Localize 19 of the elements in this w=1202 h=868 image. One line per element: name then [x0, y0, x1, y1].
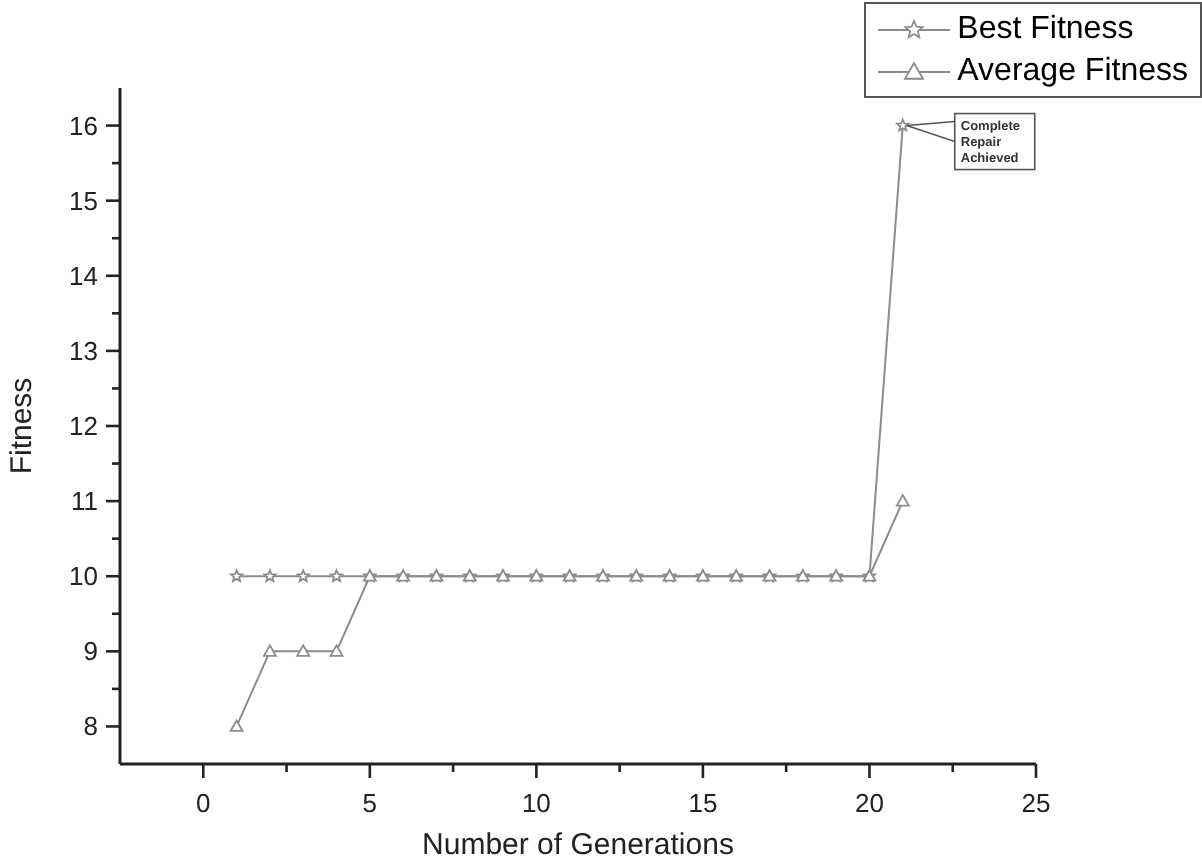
y-tick-label: 16	[69, 110, 98, 141]
x-tick-label: 10	[521, 788, 551, 818]
y-tick-label: 11	[71, 486, 98, 517]
legend-label: Best Fitness	[957, 10, 1134, 50]
y-tick-label: 9	[83, 636, 98, 667]
y-tick-label: 14	[69, 260, 98, 291]
y-tick-label: 12	[69, 411, 98, 441]
y-axis-title: Fitness	[4, 377, 39, 475]
x-tick-label: 15	[688, 788, 718, 818]
legend-label: Average Fitness	[957, 52, 1188, 92]
y-tick-label: 13	[69, 335, 98, 366]
y-tick-label: 10	[69, 561, 98, 592]
y-tick-label: 15	[69, 185, 98, 216]
x-tick-label: 5	[362, 788, 378, 818]
x-axis-title: Number of Generations	[422, 828, 734, 862]
y-tick-label: 8	[83, 711, 98, 742]
x-tick-label: 0	[196, 788, 211, 818]
x-tick-label: 25	[1021, 788, 1051, 818]
x-tick-label: 20	[854, 788, 884, 818]
